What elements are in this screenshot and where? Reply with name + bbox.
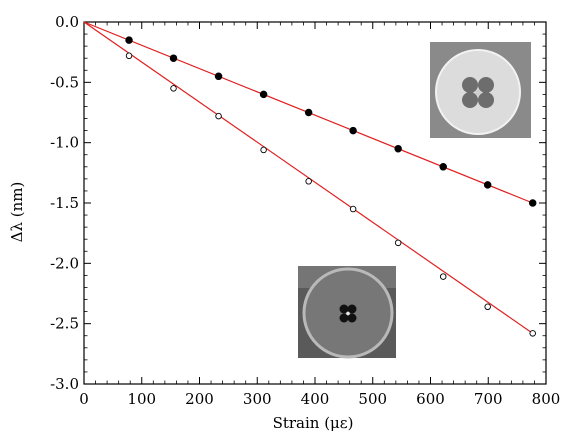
data-point — [215, 112, 222, 120]
data-point — [169, 54, 178, 62]
air-hole — [347, 313, 357, 323]
y-tick-label: -3.0 — [50, 375, 79, 393]
data-point — [439, 273, 447, 280]
fiber-core — [475, 89, 481, 96]
data-point — [394, 144, 402, 153]
x-tick-label: 0 — [79, 390, 89, 408]
x-axis-label: Strain (με) — [273, 414, 354, 432]
x-tick-label: 600 — [416, 390, 445, 408]
x-tick-label: 100 — [127, 390, 156, 408]
data-point — [394, 239, 402, 247]
fit-line — [83, 21, 534, 334]
air-hole — [478, 92, 494, 108]
air-hole — [339, 313, 349, 323]
inset-fiber-cross-section-bottom — [298, 266, 396, 359]
air-hole — [462, 77, 478, 93]
x-tick-label: 200 — [185, 390, 214, 408]
series — [83, 21, 537, 337]
data-point — [304, 108, 313, 117]
y-tick-label: -2.0 — [50, 254, 79, 272]
data-point — [484, 303, 491, 311]
data-point — [125, 52, 133, 60]
fiber-core — [346, 311, 350, 316]
data-point — [528, 199, 537, 207]
data-point — [125, 36, 133, 44]
x-tick-label: 800 — [532, 390, 561, 408]
series-open — [83, 21, 536, 337]
insets — [298, 42, 531, 359]
y-tick-label: 0.0 — [55, 13, 79, 31]
data-point — [214, 72, 223, 81]
x-tick-label: 500 — [358, 390, 387, 408]
data-point — [170, 85, 177, 92]
data-point — [305, 178, 312, 185]
data-point — [259, 90, 268, 99]
y-tick-label: -0.5 — [50, 73, 79, 91]
x-tick-label: 400 — [301, 390, 330, 408]
series-filled — [83, 21, 537, 207]
y-axis-label: Δλ (nm) — [8, 182, 26, 243]
air-hole — [478, 77, 494, 93]
data-point — [349, 205, 357, 213]
x-tick-label: 300 — [243, 390, 272, 408]
ticks: 0 100 200 300 400 500 600 700 800 0.0 -0.5 -1.0 -1.5… — [50, 13, 560, 408]
inset-fiber-cross-section-top — [430, 42, 531, 138]
data-point — [483, 181, 492, 189]
y-tick-label: -2.5 — [50, 315, 79, 333]
data-point — [529, 330, 536, 337]
data-point — [439, 163, 447, 171]
x-tick-label: 700 — [474, 390, 503, 408]
data-point — [349, 126, 357, 135]
data-point — [260, 146, 267, 154]
y-tick-label: -1.5 — [50, 194, 79, 212]
air-hole — [339, 304, 349, 314]
air-hole — [347, 304, 357, 314]
air-hole — [462, 92, 478, 108]
y-tick-label: -1.0 — [50, 134, 79, 152]
